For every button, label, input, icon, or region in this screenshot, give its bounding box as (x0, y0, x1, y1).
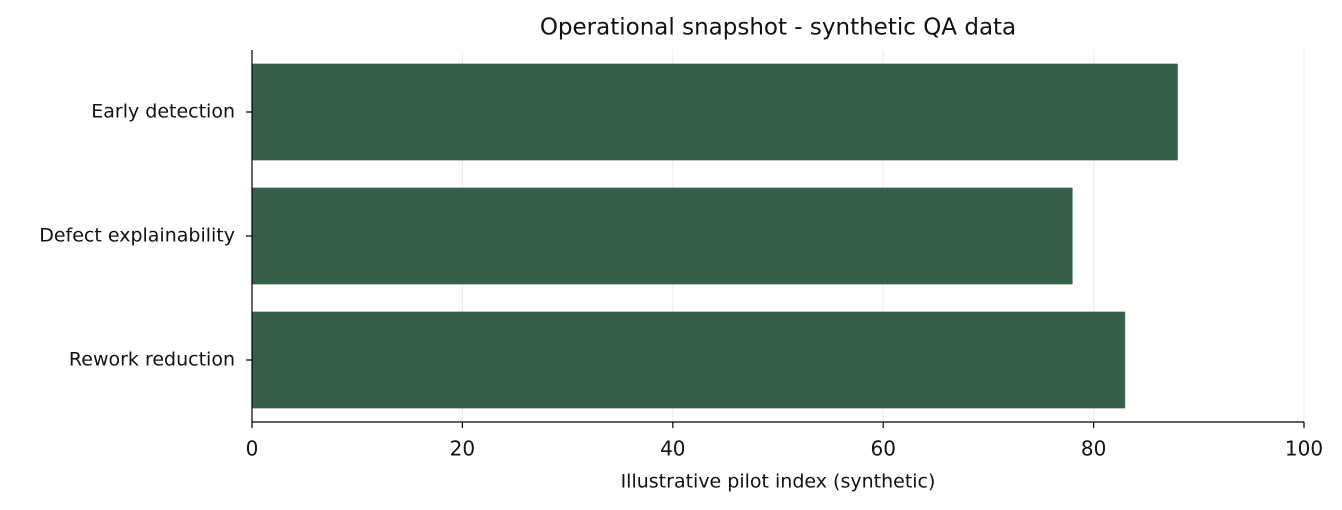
chart-title: Operational snapshot - synthetic QA data (540, 15, 1016, 41)
y-tick-label: Rework reduction (69, 349, 235, 371)
bar (252, 187, 1073, 285)
x-axis-label: Illustrative pilot index (synthetic) (621, 471, 936, 493)
bar (252, 311, 1126, 409)
x-tick-label: 0 (246, 437, 259, 461)
y-tick-label: Early detection (91, 101, 235, 123)
x-tick-label: 80 (1081, 437, 1106, 461)
bar (252, 63, 1178, 161)
x-tick-label: 100 (1285, 437, 1323, 461)
x-tick-label: 40 (660, 437, 685, 461)
x-tick-label: 60 (870, 437, 895, 461)
x-tick-label: 20 (450, 437, 475, 461)
y-tick-label: Defect explainability (39, 225, 235, 247)
